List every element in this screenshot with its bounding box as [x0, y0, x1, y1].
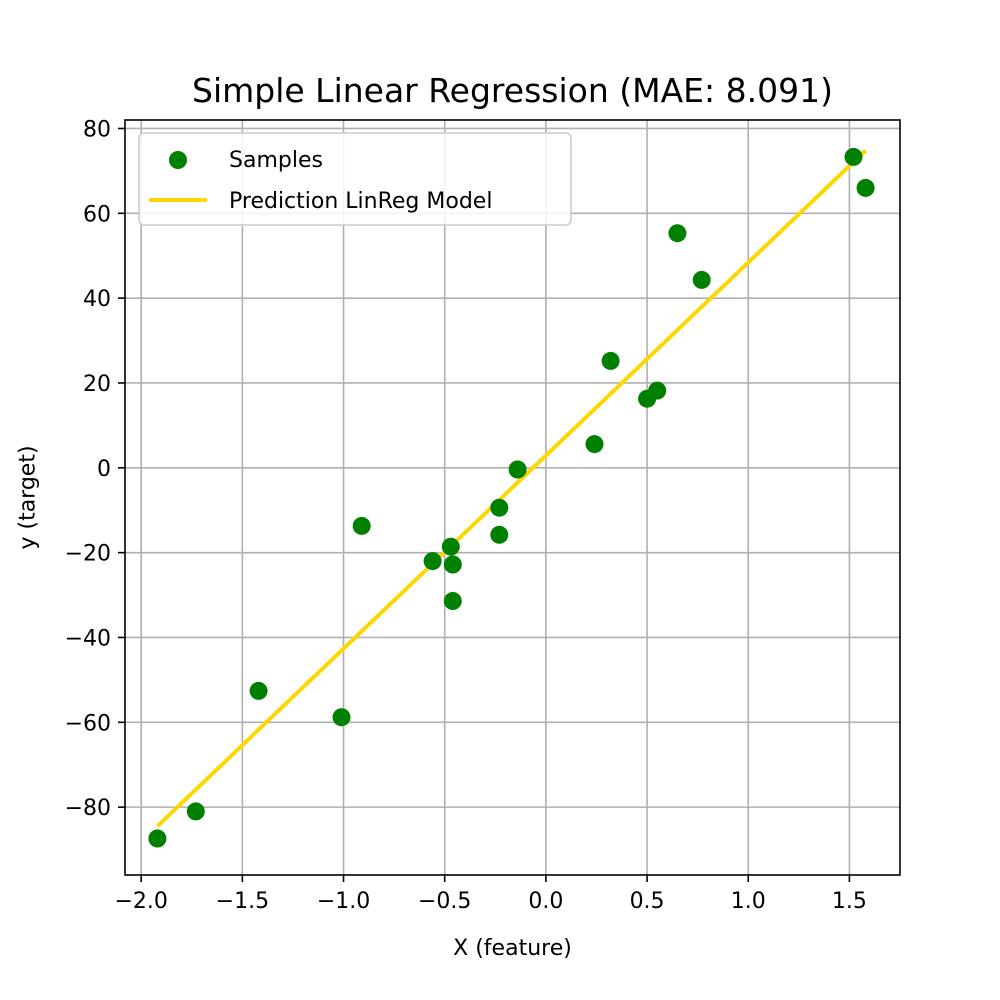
legend-label: Samples: [229, 148, 323, 173]
legend-marker-swatch: [169, 151, 187, 169]
regression-line: [156, 149, 867, 828]
sample-point: [692, 270, 711, 289]
x-tick-label: −1.0: [317, 889, 370, 914]
sample-point: [648, 381, 667, 400]
x-tick-label: 0.0: [528, 889, 563, 914]
y-tick-label: 60: [83, 202, 111, 227]
y-tick-label: −20: [65, 542, 111, 567]
y-tick-label: 40: [83, 287, 111, 312]
y-tick-label: 0: [97, 457, 111, 482]
sample-point: [352, 516, 371, 535]
x-tick-label: −1.5: [216, 889, 269, 914]
sample-point: [441, 537, 460, 556]
y-tick-label: 20: [83, 372, 111, 397]
sample-point: [601, 351, 620, 370]
grid-lines: [125, 120, 900, 875]
x-tick-label: −2.0: [114, 889, 167, 914]
x-tick-label: 1.5: [832, 889, 867, 914]
sample-point: [856, 178, 875, 197]
sample-point: [508, 460, 527, 479]
y-tick-label: −80: [65, 796, 111, 821]
sample-point: [423, 552, 442, 571]
x-tick-label: −0.5: [418, 889, 471, 914]
sample-point: [332, 708, 351, 727]
sample-points-layer: [148, 147, 875, 848]
sample-point: [249, 681, 268, 700]
regression-line-layer: [156, 149, 867, 828]
sample-point: [668, 224, 687, 243]
chart-title: Simple Linear Regression (MAE: 8.091): [192, 71, 833, 110]
plot-frame: [124, 119, 901, 876]
axis-ticks: −2.0 −1.5 −1.0 −0.5 0.0 0.5 1.0 1.5 −80 −60 −40 −20…: [65, 117, 867, 914]
x-tick-label: 0.5: [630, 889, 665, 914]
y-tick-label: 80: [83, 117, 111, 142]
sample-point: [443, 592, 462, 610]
sample-point: [585, 435, 604, 454]
x-axis-title: X (feature): [453, 936, 572, 961]
sample-point: [490, 498, 509, 517]
x-tick-label: 1.0: [731, 889, 766, 914]
legend: Samples Prediction LinReg Model: [138, 132, 572, 226]
sample-point: [490, 525, 509, 544]
sample-point: [148, 829, 167, 848]
y-axis-title: y (target): [16, 445, 41, 549]
y-tick-label: −40: [65, 626, 111, 651]
legend-label: Prediction LinReg Model: [229, 189, 492, 214]
legend-box: [138, 132, 572, 226]
y-tick-label: −60: [65, 711, 111, 736]
sample-point: [844, 147, 863, 166]
sample-point: [186, 802, 205, 821]
sample-point: [443, 555, 462, 574]
